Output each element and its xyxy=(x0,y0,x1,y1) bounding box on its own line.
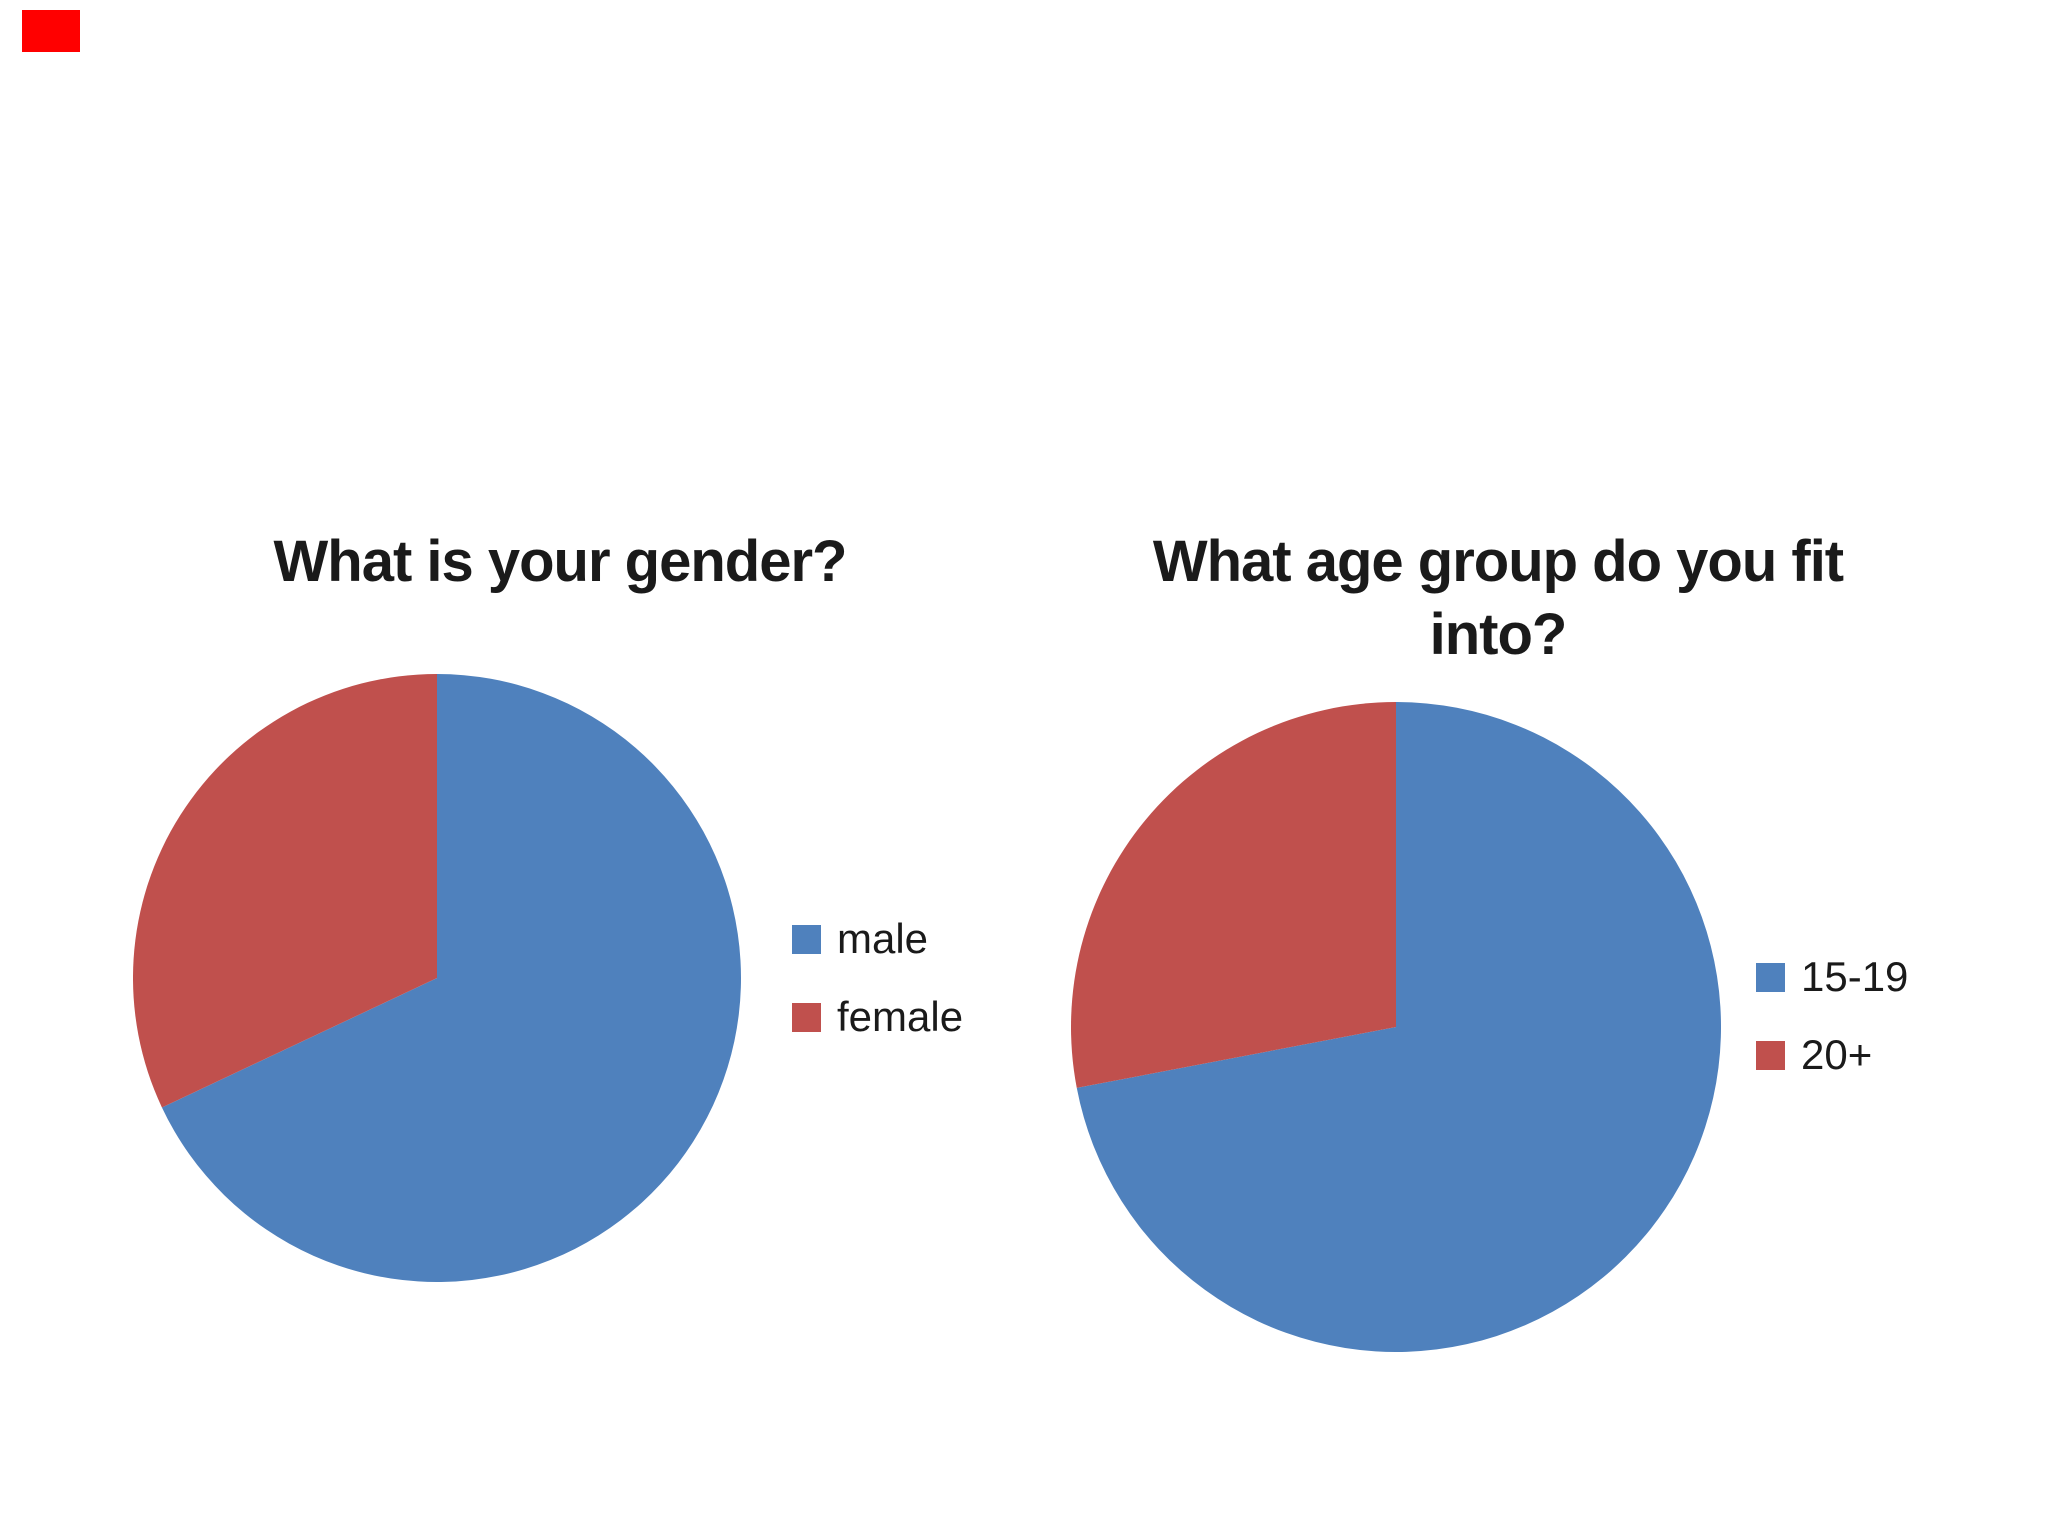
male-legend-label: male xyxy=(837,915,929,962)
red-corner-mark xyxy=(22,10,80,52)
age-group-pie xyxy=(1071,702,1721,1352)
age-20-plus-legend-label: 20+ xyxy=(1801,1031,1873,1078)
legend-item-female: female xyxy=(792,995,963,1039)
gender-chart-title: What is your gender? xyxy=(273,529,848,594)
gender-pie xyxy=(133,674,741,1282)
age-15-19-swatch xyxy=(1756,962,1785,992)
female-swatch xyxy=(792,1002,821,1032)
age-group-chart-title: What age group do you fit into? xyxy=(1152,529,1844,667)
male-swatch xyxy=(792,924,821,954)
pie-slice-20- xyxy=(1071,702,1396,1088)
pie-slice-male xyxy=(161,674,741,1282)
pie-slice-female xyxy=(133,674,437,1108)
age-20-plus-swatch xyxy=(1756,1040,1785,1070)
age-15-19-legend-label: 15-19 xyxy=(1801,953,1909,1000)
legend-item-male: male xyxy=(792,917,963,961)
legend-item-15-19: 15-19 xyxy=(1756,955,1908,999)
pie-slice-15-19 xyxy=(1076,702,1721,1352)
age-group-legend: 15-19 20+ xyxy=(1756,955,1908,1077)
legend-item-20-plus: 20+ xyxy=(1756,1033,1908,1077)
female-legend-label: female xyxy=(837,993,964,1040)
gender-legend: male female xyxy=(792,917,963,1039)
